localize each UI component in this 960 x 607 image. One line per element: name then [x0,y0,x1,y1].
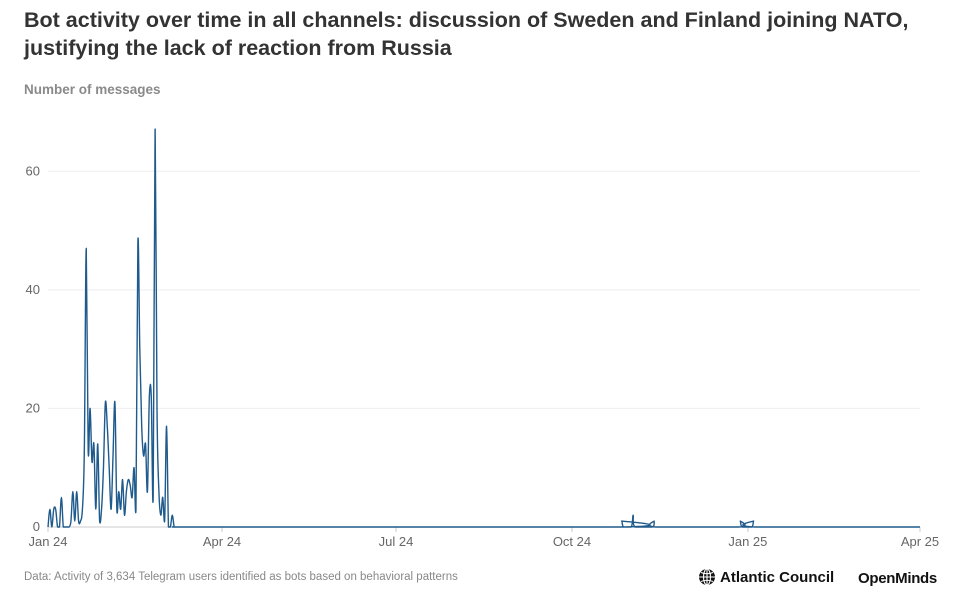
y-axis-label: Number of messages [24,82,161,97]
y-tick-label: 40 [26,282,40,297]
y-tick-label: 20 [26,400,40,415]
series-layer [47,128,920,528]
x-axis-ticks: Jan 24 Apr 24 Jul 24 Oct 24 Jan 25 Apr 25 [28,527,939,549]
x-tick-label: Jan 24 [28,534,67,549]
x-tick-label: Apr 25 [901,534,939,549]
atlantic-council-logo-text: Atlantic Council [720,568,835,586]
y-tick-label: 60 [26,163,40,178]
openminds-logo[interactable]: OpenMinds [858,570,937,587]
y-tick-label: 0 [33,519,40,534]
y-axis-ticks: 0 20 40 60 [26,163,40,534]
atlantic-council-logo[interactable]: Atlantic Council [698,568,834,586]
x-tick-label: Jul 24 [379,534,414,549]
x-tick-label: Jan 25 [728,534,767,549]
globe-icon [699,568,715,586]
grid-lines [48,170,920,528]
chart-title: Bot activity over time in all channels: … [24,8,909,60]
x-tick-label: Oct 24 [553,534,591,549]
data-source-note: Data: Activity of 3,634 Telegram users i… [24,571,458,583]
series-line-bot-messages[interactable] [47,128,920,528]
x-tick-label: Apr 24 [203,534,241,549]
